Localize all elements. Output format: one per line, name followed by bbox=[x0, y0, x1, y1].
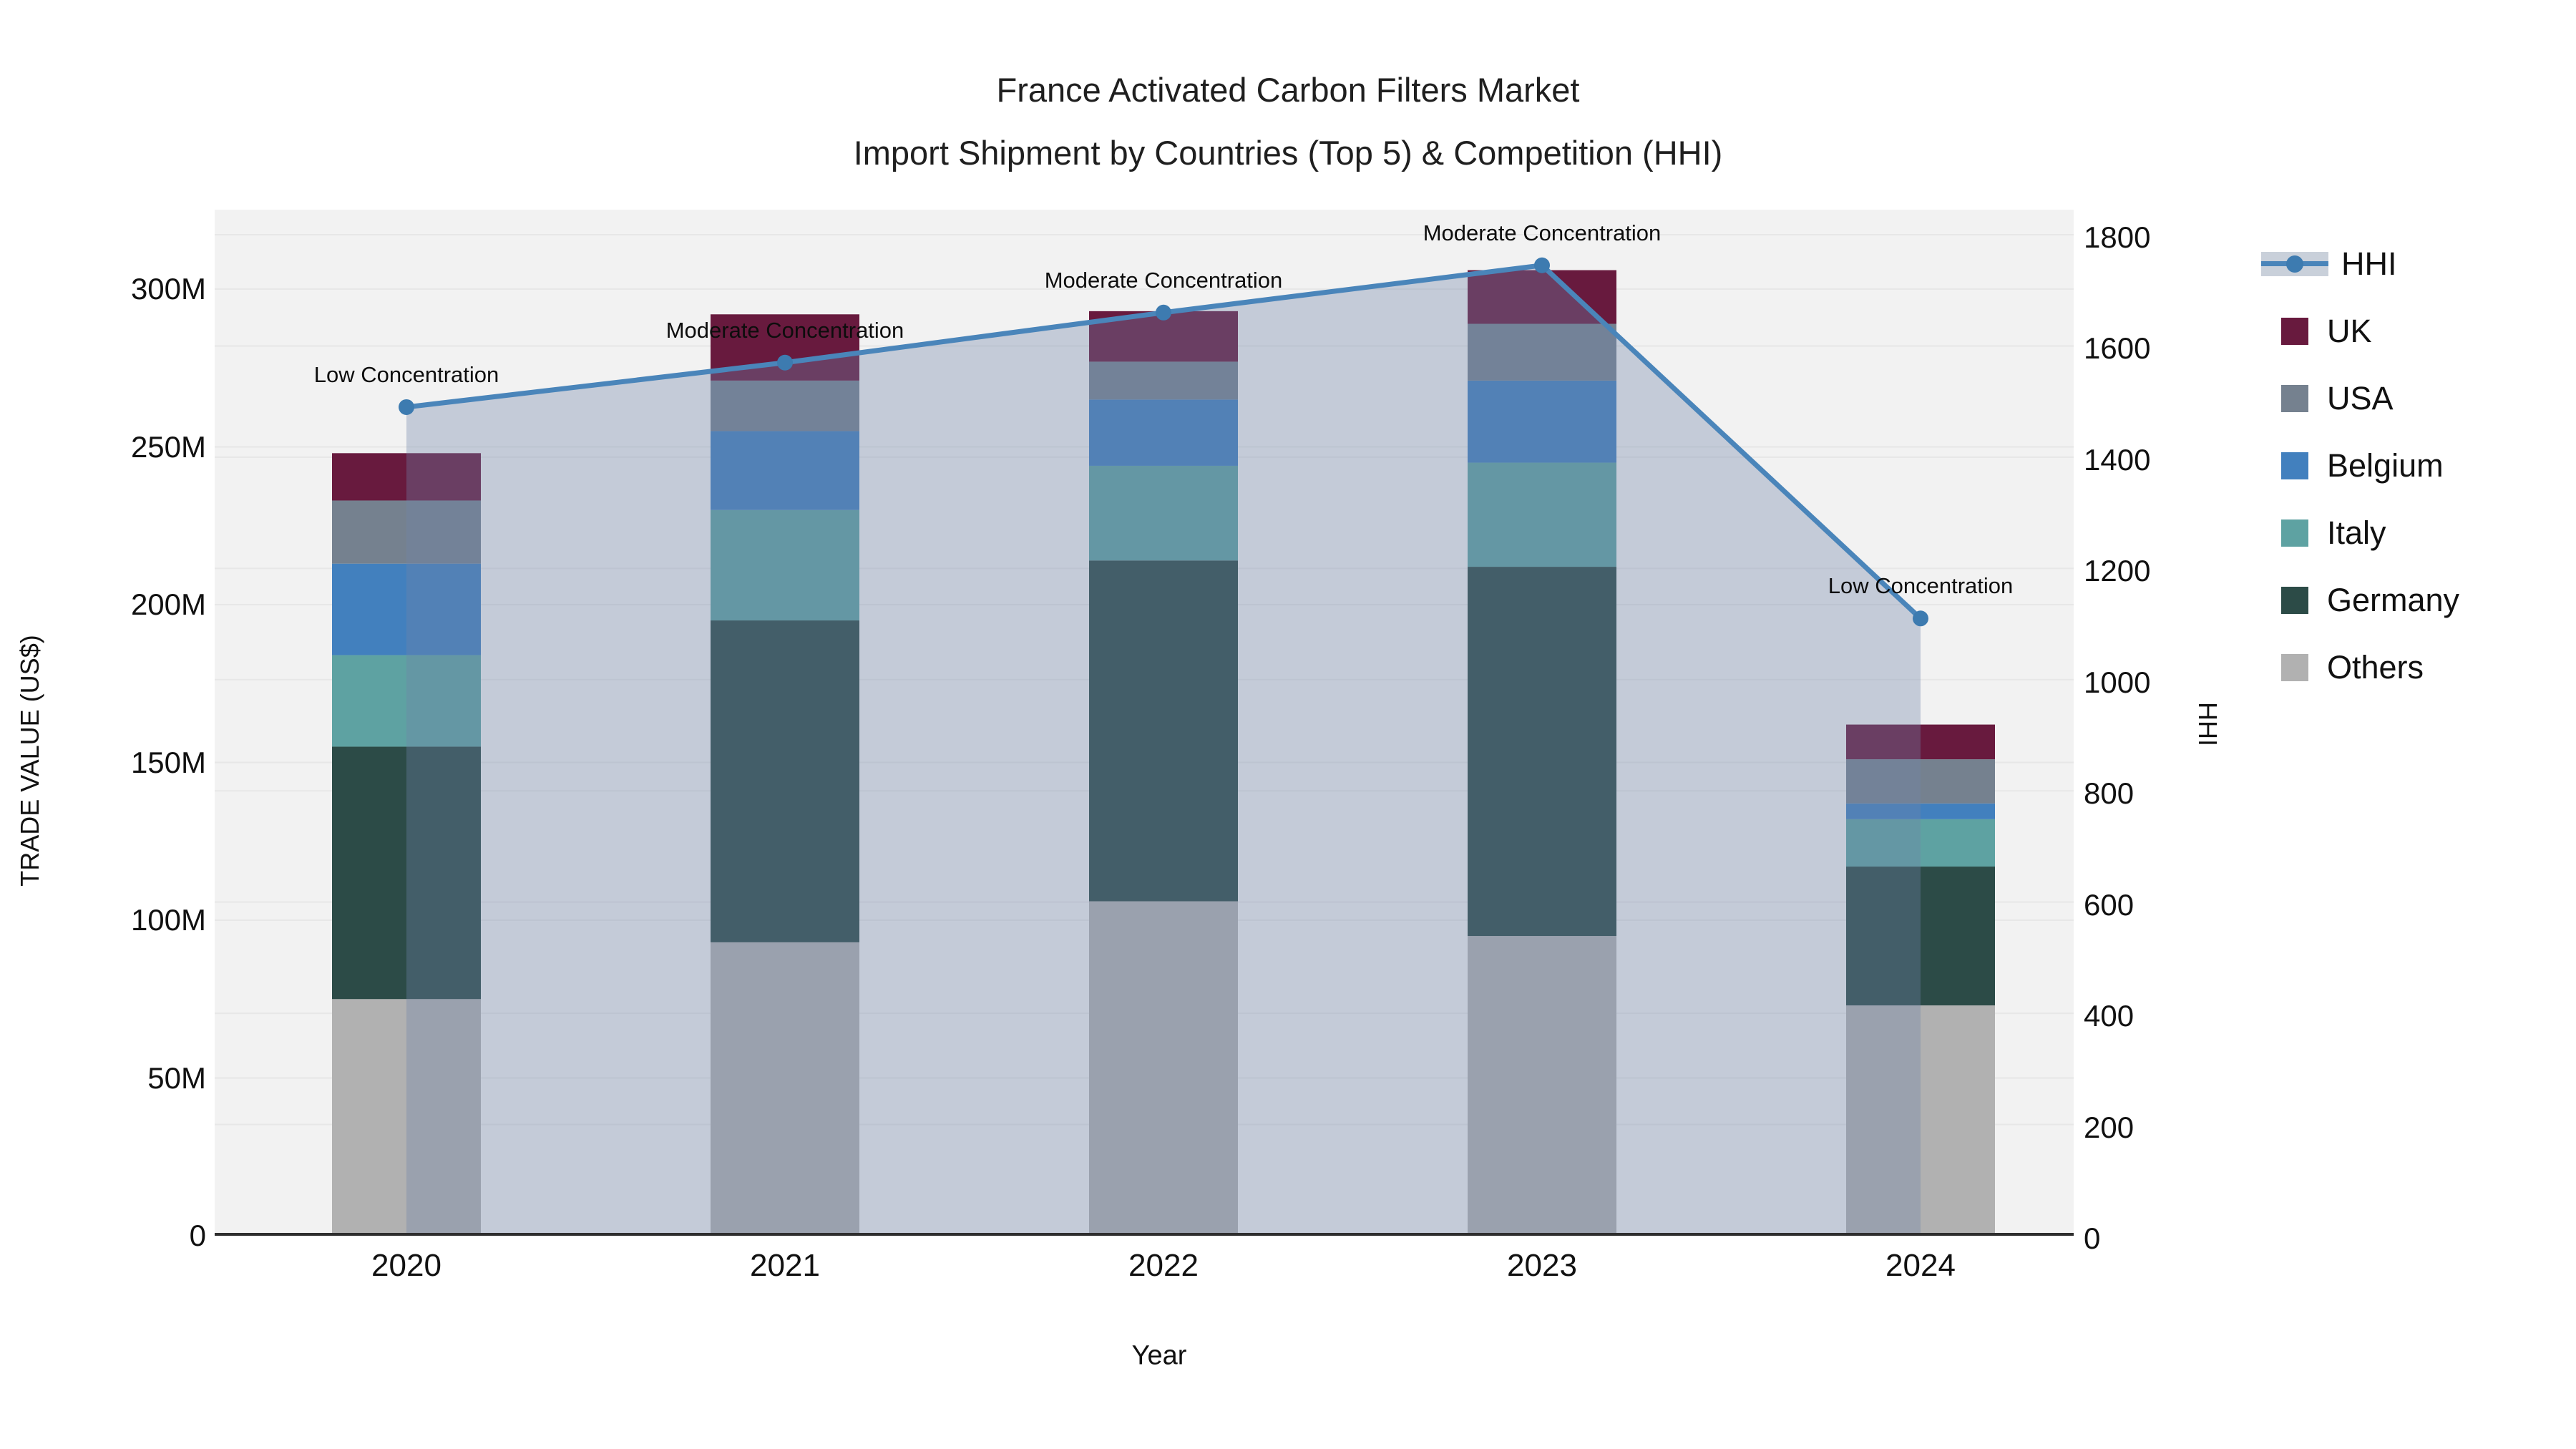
bar-segment-belgium-2020[interactable] bbox=[332, 563, 481, 655]
bar-segment-germany-2024[interactable] bbox=[1846, 867, 1995, 1006]
bar-segment-others-2024[interactable] bbox=[1846, 1005, 1995, 1236]
legend-label-usa: USA bbox=[2327, 380, 2394, 416]
x-tick-2020: 2020 bbox=[371, 1248, 441, 1283]
x-tick-2023: 2023 bbox=[1507, 1248, 1577, 1283]
y-right-tick-1800: 1800 bbox=[2084, 220, 2151, 254]
bar-segment-germany-2022[interactable] bbox=[1089, 560, 1238, 902]
annotation-2024: Low Concentration bbox=[1828, 573, 2014, 599]
annotation-2020: Low Concentration bbox=[313, 361, 499, 387]
legend-swatch-others bbox=[2281, 654, 2308, 681]
bar-segment-uk-2024[interactable] bbox=[1846, 724, 1995, 760]
annotation-2021: Moderate Concentration bbox=[665, 317, 904, 343]
legend-label-germany: Germany bbox=[2327, 582, 2460, 618]
bar-segment-uk-2020[interactable] bbox=[332, 453, 481, 501]
legend-swatch-uk bbox=[2281, 318, 2308, 345]
y-right-tick-200: 200 bbox=[2084, 1110, 2135, 1144]
legend-swatch-germany bbox=[2281, 587, 2308, 614]
bar-segment-germany-2023[interactable] bbox=[1468, 567, 1616, 937]
bar-segment-belgium-2022[interactable] bbox=[1089, 399, 1238, 466]
bar-segment-others-2020[interactable] bbox=[332, 999, 481, 1236]
y-left-tick-200M: 200M bbox=[130, 587, 206, 621]
bar-segment-italy-2022[interactable] bbox=[1089, 465, 1238, 561]
bar-segment-usa-2023[interactable] bbox=[1468, 323, 1616, 381]
hhi-area bbox=[406, 265, 1921, 1236]
bar-segment-germany-2021[interactable] bbox=[711, 620, 859, 942]
bar-segment-belgium-2023[interactable] bbox=[1468, 380, 1616, 463]
annotation-2023: Moderate Concentration bbox=[1423, 220, 1662, 245]
x-tick-2021: 2021 bbox=[750, 1248, 820, 1283]
x-axis-title: Year bbox=[1131, 1340, 1187, 1371]
chart-title-line1: France Activated Carbon Filters Market bbox=[996, 71, 1580, 109]
y-axis-title-left: TRADE VALUE (US$) bbox=[15, 635, 44, 887]
legend-item-germany[interactable]: Germany bbox=[2261, 567, 2459, 634]
y-right-tick-400: 400 bbox=[2084, 999, 2135, 1033]
legend-item-others[interactable]: Others bbox=[2261, 634, 2459, 701]
legend-label-italy: Italy bbox=[2327, 514, 2386, 551]
legend-item-italy[interactable]: Italy bbox=[2261, 499, 2459, 567]
legend-label-others: Others bbox=[2327, 649, 2424, 686]
bar-segment-italy-2020[interactable] bbox=[332, 655, 481, 747]
chart-title-line2: Import Shipment by Countries (Top 5) & C… bbox=[853, 134, 1723, 172]
bar-segment-belgium-2021[interactable] bbox=[711, 431, 859, 510]
hhi-line-icon bbox=[2261, 252, 2328, 276]
legend-swatch-italy bbox=[2281, 519, 2308, 547]
bar-segment-italy-2024[interactable] bbox=[1846, 819, 1995, 867]
bar-segment-usa-2024[interactable] bbox=[1846, 759, 1995, 804]
hhi-marker-2020[interactable] bbox=[399, 399, 414, 415]
legend-item-belgium[interactable]: Belgium bbox=[2261, 432, 2459, 499]
y-right-tick-1600: 1600 bbox=[2084, 331, 2151, 366]
hhi-marker-2023[interactable] bbox=[1534, 257, 1550, 273]
bar-segment-usa-2021[interactable] bbox=[711, 380, 859, 431]
legend-item-hhi[interactable]: HHI bbox=[2261, 230, 2459, 298]
legend-swatch-usa bbox=[2281, 385, 2308, 412]
bar-segment-usa-2022[interactable] bbox=[1089, 361, 1238, 400]
bar-segment-others-2021[interactable] bbox=[711, 942, 859, 1236]
x-tick-2022: 2022 bbox=[1128, 1248, 1199, 1283]
legend-item-uk[interactable]: UK bbox=[2261, 298, 2459, 365]
bar-segment-germany-2020[interactable] bbox=[332, 746, 481, 1000]
bar-segment-italy-2021[interactable] bbox=[711, 509, 859, 621]
hhi-marker-2021[interactable] bbox=[777, 354, 793, 371]
bar-segment-italy-2023[interactable] bbox=[1468, 462, 1616, 567]
legend-item-usa[interactable]: USA bbox=[2261, 365, 2459, 432]
y-right-tick-1200: 1200 bbox=[2084, 554, 2151, 588]
bar-segment-others-2022[interactable] bbox=[1089, 901, 1238, 1236]
y-left-tick-150M: 150M bbox=[130, 745, 206, 779]
bar-segment-belgium-2024[interactable] bbox=[1846, 803, 1995, 819]
x-tick-2024: 2024 bbox=[1885, 1248, 1956, 1283]
y-left-tick-0: 0 bbox=[189, 1219, 206, 1252]
legend-label-belgium: Belgium bbox=[2327, 447, 2444, 484]
y-right-tick-0: 0 bbox=[2084, 1221, 2101, 1255]
y-right-tick-600: 600 bbox=[2084, 887, 2135, 922]
y-left-tick-100M: 100M bbox=[130, 903, 206, 937]
hhi-marker-2024[interactable] bbox=[1913, 610, 1928, 627]
annotation-2022: Moderate Concentration bbox=[1044, 267, 1283, 293]
legend-label-hhi: HHI bbox=[2341, 245, 2397, 282]
legend-swatch-belgium bbox=[2281, 452, 2308, 479]
legend: HHI UK USA Belgium Italy Germany Others bbox=[2261, 230, 2459, 701]
y-left-tick-50M: 50M bbox=[147, 1060, 206, 1095]
y-right-tick-1400: 1400 bbox=[2084, 442, 2151, 477]
bar-segment-usa-2020[interactable] bbox=[332, 500, 481, 564]
y-axis-title-right: HHI bbox=[2193, 702, 2223, 746]
y-left-tick-250M: 250M bbox=[130, 429, 206, 464]
bar-segment-others-2023[interactable] bbox=[1468, 936, 1616, 1236]
y-right-tick-1000: 1000 bbox=[2084, 665, 2151, 699]
legend-label-uk: UK bbox=[2327, 313, 2372, 349]
plot-canvas bbox=[215, 234, 2074, 1236]
y-left-tick-300M: 300M bbox=[130, 272, 206, 306]
y-right-tick-800: 800 bbox=[2084, 776, 2135, 811]
hhi-marker-2022[interactable] bbox=[1156, 304, 1171, 321]
